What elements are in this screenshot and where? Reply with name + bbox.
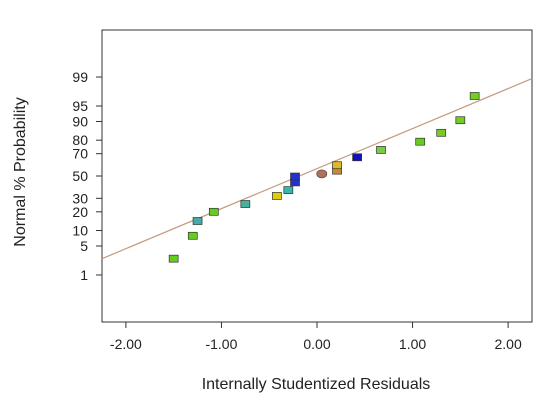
data-point	[208, 207, 219, 216]
y-tick-label: 80	[72, 132, 88, 148]
data-point	[376, 146, 386, 154]
data-point	[332, 161, 342, 170]
data-point	[187, 231, 198, 240]
data-point	[192, 217, 203, 225]
data-points	[168, 92, 480, 263]
plot-area	[101, 29, 533, 323]
data-point	[469, 92, 480, 100]
x-tick-label: -1.00	[205, 336, 237, 352]
y-tick-label: 99	[72, 69, 88, 85]
data-point	[455, 116, 466, 125]
y-tick-label: 10	[72, 223, 88, 239]
data-point	[316, 169, 328, 179]
y-tick-label: 90	[72, 113, 88, 129]
data-point	[272, 192, 282, 200]
y-tick-label: 20	[72, 204, 88, 220]
y-tick-label: 70	[72, 146, 88, 162]
y-tick-label: 5	[80, 238, 88, 254]
y-tick-label: 50	[72, 168, 88, 184]
x-tick-label: -2.00	[110, 336, 142, 352]
x-axis-title: Internally Studentized Residuals	[202, 376, 431, 393]
x-axis: -2.00 -1.00 0.00 1.00 2.00	[110, 322, 522, 352]
y-axis-title: Normal % Probability	[12, 97, 29, 246]
data-point	[283, 186, 294, 194]
data-point	[240, 200, 251, 208]
data-point	[415, 137, 426, 146]
data-point	[436, 128, 447, 137]
data-point	[290, 172, 300, 181]
y-tick-label: 30	[72, 190, 88, 206]
y-tick-label: 1	[80, 267, 88, 283]
data-point	[168, 254, 179, 263]
data-point	[352, 153, 362, 162]
fit-line	[101, 78, 533, 260]
x-tick-label: 0.00	[303, 336, 330, 352]
y-tick-label: 95	[72, 98, 88, 114]
x-tick-label: 1.00	[399, 336, 426, 352]
x-tick-label: 2.00	[494, 336, 521, 352]
